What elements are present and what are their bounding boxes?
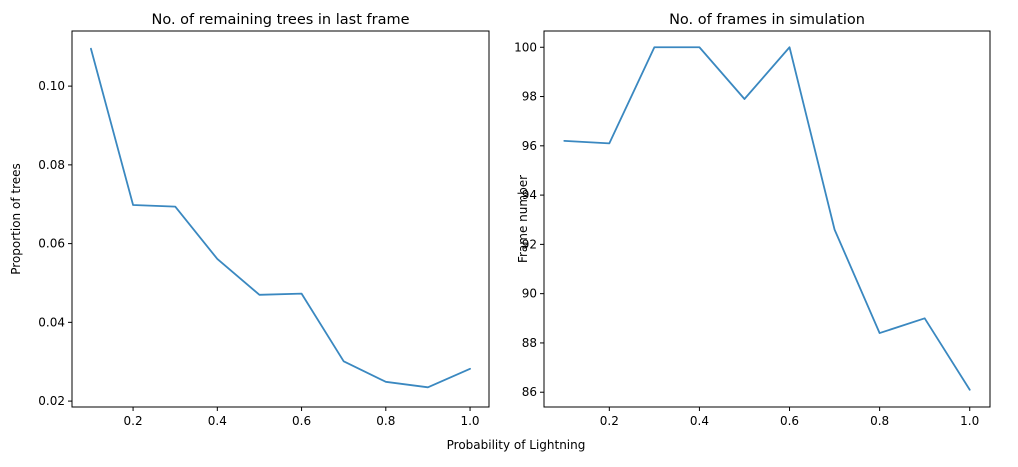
y-axis-label: Proportion of trees: [9, 163, 23, 275]
data-point: [89, 47, 92, 50]
data-point: [608, 142, 611, 145]
data-point: [384, 380, 387, 383]
y-tick-label: 98: [522, 90, 537, 104]
x-tick-label: 0.6: [780, 414, 799, 428]
data-point: [174, 205, 177, 208]
data-point: [469, 367, 472, 370]
y-tick-label: 100: [514, 40, 537, 54]
y-tick-label: 0.08: [38, 158, 65, 172]
x-tick-label: 1.0: [460, 414, 479, 428]
x-tick-label: 0.4: [690, 414, 709, 428]
series-line: [90, 47, 471, 389]
data-point: [923, 317, 926, 320]
y-axis-label: Frame number: [516, 175, 530, 263]
data-point: [300, 292, 303, 295]
x-tick-label: 0.6: [292, 414, 311, 428]
chart-title: No. of remaining trees in last frame: [151, 12, 409, 28]
data-point: [426, 386, 429, 389]
x-tick-label: 0.2: [124, 414, 143, 428]
chart-remaining-trees: No. of remaining trees in last frame Prop…: [9, 12, 490, 428]
data-point: [788, 46, 791, 49]
y-tick-label: 92: [522, 237, 537, 251]
data-point: [342, 360, 345, 363]
data-point: [563, 139, 566, 142]
data-point: [833, 228, 836, 231]
x-tick-label: 1.0: [960, 414, 979, 428]
plot-area-frame: [71, 30, 490, 408]
series-line: [563, 46, 971, 391]
y-tick-label: 0.04: [38, 315, 65, 329]
data-point: [698, 46, 701, 49]
plot-area-frame: [543, 30, 991, 408]
x-tick-label: 0.4: [208, 414, 227, 428]
y-tick-label: 0.06: [38, 237, 65, 251]
data-point: [743, 98, 746, 101]
data-point: [653, 46, 656, 49]
y-tick-label: 86: [522, 385, 537, 399]
data-point: [132, 204, 135, 207]
chart-frames-in-simulation: No. of frames in simulation Frame number 0…: [514, 12, 991, 428]
chart-title: No. of frames in simulation: [669, 12, 865, 28]
shared-x-axis-label: Probability of Lightning: [447, 438, 586, 452]
y-tick-label: 90: [522, 287, 537, 301]
x-tick-label: 0.8: [870, 414, 889, 428]
x-tick-label: 0.2: [600, 414, 619, 428]
y-tick-label: 94: [522, 188, 537, 202]
data-point: [968, 388, 971, 391]
y-tick-label: 96: [522, 139, 537, 153]
y-tick-label: 88: [522, 336, 537, 350]
y-tick-label: 0.10: [38, 79, 65, 93]
data-point: [258, 293, 261, 296]
x-tick-label: 0.8: [376, 414, 395, 428]
y-tick-label: 0.02: [38, 394, 65, 408]
data-point: [878, 332, 881, 335]
data-point: [216, 257, 219, 260]
